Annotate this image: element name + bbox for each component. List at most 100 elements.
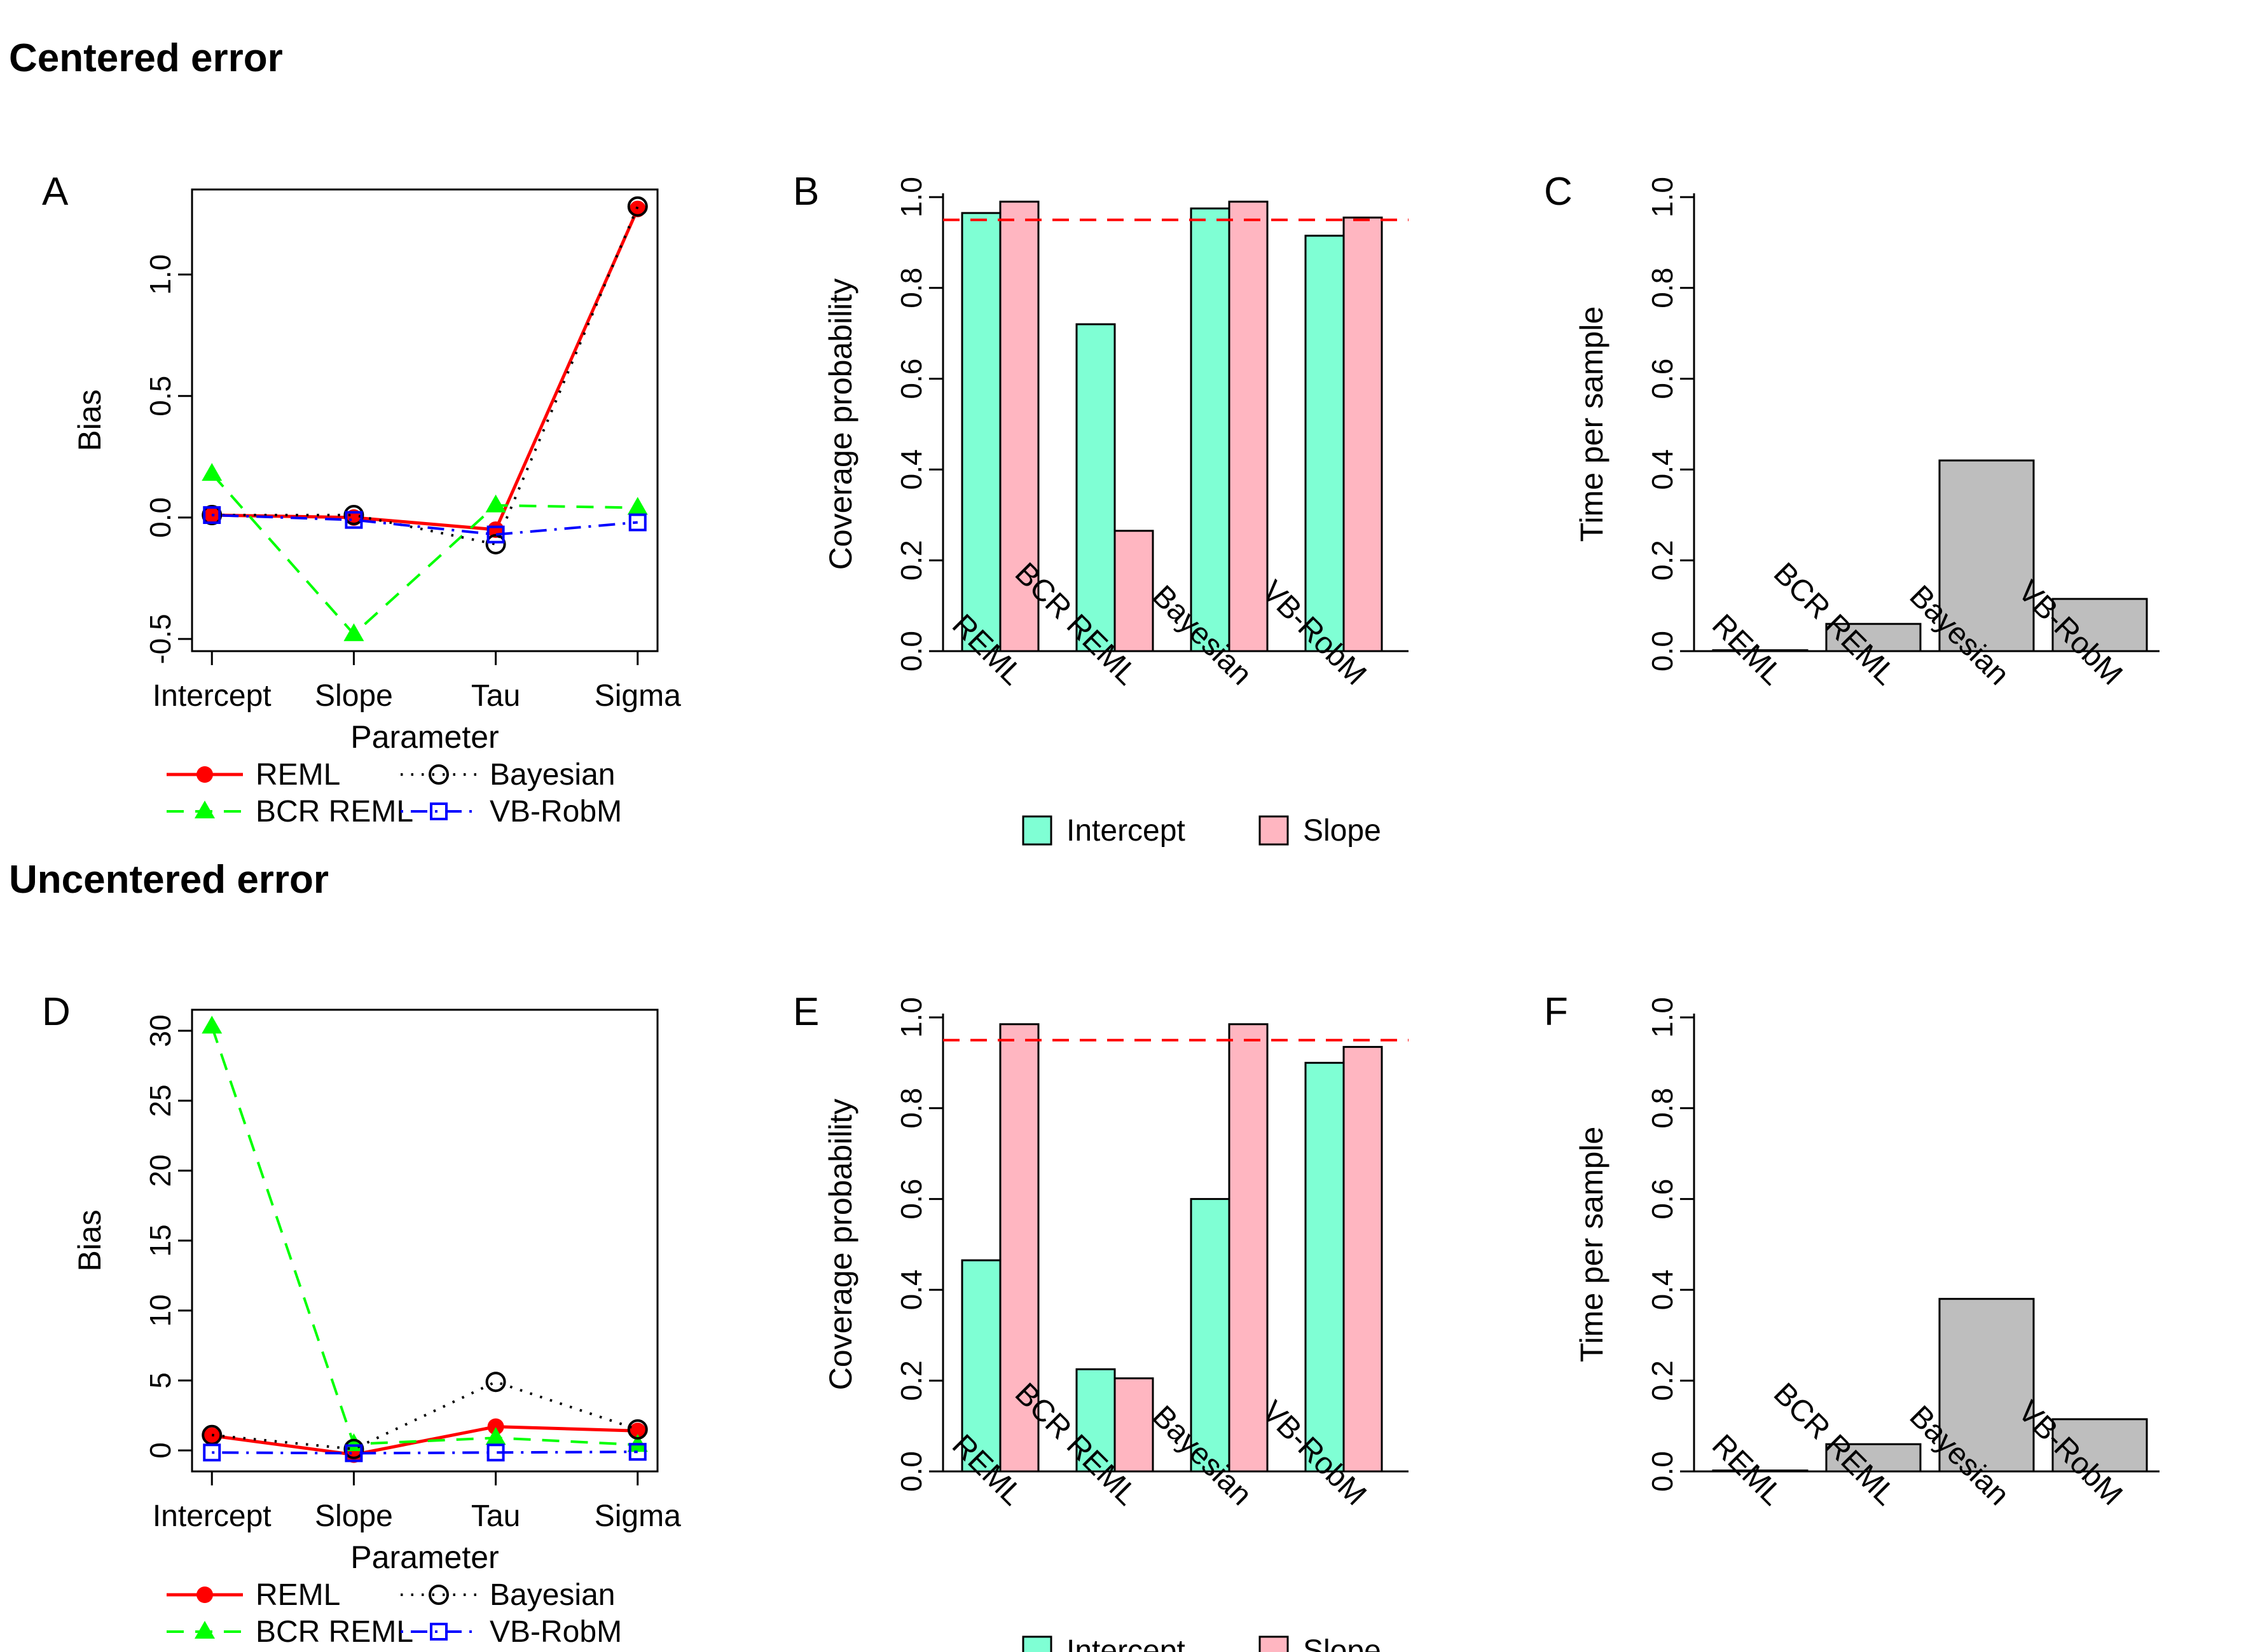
y-axis: 0.0 0.2 0.4 0.6 0.8 1.0 Coverage probability bbox=[823, 177, 944, 671]
panel-letter: C bbox=[1544, 170, 1573, 214]
plot-box bbox=[191, 1008, 659, 1473]
y-tick-label: 0.0 bbox=[1646, 1451, 1679, 1492]
marker-filled-circle bbox=[196, 766, 213, 783]
legend-label: BCR REML bbox=[256, 1615, 413, 1649]
legend-label: Intercept bbox=[1066, 1634, 1185, 1652]
y-tick-label: 0.2 bbox=[1646, 1360, 1679, 1401]
legend-item-BCR REML: BCR REML bbox=[167, 1615, 413, 1649]
series-REML bbox=[203, 1418, 646, 1463]
bar-Bayesian-Slope bbox=[1228, 200, 1269, 652]
bar-Bayesian bbox=[1938, 1298, 2035, 1473]
y-tick-label: 0.4 bbox=[895, 1269, 928, 1310]
marker-open-circle bbox=[429, 1585, 449, 1605]
y-axis-title: Bias bbox=[72, 389, 107, 451]
x-tick-label: Intercept bbox=[153, 1499, 272, 1533]
x-tick-label: Tau bbox=[471, 1499, 520, 1533]
x-tick-label: Sigma bbox=[595, 1499, 681, 1533]
panel-letter: F bbox=[1544, 990, 1568, 1034]
marker-filled-triangle bbox=[202, 463, 223, 481]
legend-label: Intercept bbox=[1066, 814, 1185, 848]
series-BCR REML bbox=[202, 463, 648, 642]
marker-filled-circle bbox=[487, 1418, 504, 1435]
y-axis: 0.0 0.2 0.4 0.6 0.8 1.0 Time per sample bbox=[1574, 177, 1695, 671]
panel-E-coverage-bar-chart: E 0.0 0.2 0.4 0.6 0.8 1.0 Coverage probability R… bbox=[751, 928, 1502, 1652]
bar-VB-RobM bbox=[2051, 598, 2148, 652]
marker-open-square bbox=[628, 513, 647, 532]
plot-box bbox=[191, 188, 659, 652]
bar-BCR REML bbox=[1825, 623, 1922, 652]
x-tick-label: Intercept bbox=[153, 679, 272, 713]
legend-item-REML: REML bbox=[167, 1578, 340, 1612]
x-tick-label: Sigma bbox=[595, 679, 681, 713]
panel-B-coverage-bar-chart: B 0.0 0.2 0.4 0.6 0.8 1.0 Coverage probability R… bbox=[751, 108, 1502, 903]
marker-open-square bbox=[486, 1443, 505, 1462]
x-tick-label: Tau bbox=[471, 679, 520, 713]
y-tick-label: 0.6 bbox=[1646, 359, 1679, 399]
panel-letter: E bbox=[793, 990, 819, 1034]
y-tick-label: 0.0 bbox=[1646, 631, 1679, 671]
marker-open-circle bbox=[627, 1419, 648, 1440]
series-line bbox=[212, 208, 640, 532]
panel-letter: A bbox=[42, 170, 69, 214]
marker-filled-triangle bbox=[202, 1015, 223, 1034]
legend-item-VB-RobM: VB-RobM bbox=[401, 795, 622, 829]
marker-open-circle bbox=[485, 533, 506, 554]
legend-label: Bayesian bbox=[490, 1578, 615, 1612]
y-tick-label: 0.6 bbox=[1646, 1179, 1679, 1220]
series-line bbox=[212, 514, 638, 536]
panel-F-time-bar-chart: F 0.0 0.2 0.4 0.6 0.8 1.0 Time per sample REML BC… bbox=[1502, 928, 2253, 1652]
y-tick-label: 0.4 bbox=[895, 449, 928, 490]
y-axis: 0.0 0.2 0.4 0.6 0.8 1.0 Coverage probability bbox=[823, 997, 944, 1492]
y-tick-label: 0.6 bbox=[895, 1179, 928, 1220]
marker-filled-triangle bbox=[485, 494, 506, 513]
legend-swatch bbox=[1258, 815, 1289, 846]
marker-filled-triangle bbox=[627, 497, 648, 515]
x-tick-label: Slope bbox=[315, 1499, 393, 1533]
y-tick-label: 0.8 bbox=[1646, 268, 1679, 308]
x-axis-title: Parameter bbox=[350, 719, 499, 755]
legend-item-Intercept: Intercept bbox=[1022, 814, 1185, 848]
marker-filled-triangle bbox=[627, 1434, 648, 1452]
legend-label: REML bbox=[256, 1578, 340, 1612]
y-tick-label: 15 bbox=[144, 1224, 177, 1256]
bar-Bayesian-Slope bbox=[1228, 1023, 1269, 1473]
bar-Bayesian-Intercept bbox=[1190, 207, 1230, 652]
legend-label: BCR REML bbox=[256, 795, 413, 829]
y-tick-label: 0.8 bbox=[895, 268, 928, 308]
marker-filled-triangle bbox=[195, 1621, 215, 1639]
panel-E-svg: E 0.0 0.2 0.4 0.6 0.8 1.0 Coverage probability R… bbox=[793, 990, 1409, 1652]
legend: Intercept Slope bbox=[1022, 814, 1381, 848]
marker-open-circle bbox=[429, 764, 449, 785]
panel-C-svg: C 0.0 0.2 0.4 0.6 0.8 1.0 Time per sample REMLBC… bbox=[1544, 170, 2160, 692]
section-title-uncentered-error: Uncentered error bbox=[9, 858, 329, 902]
marker-open-circle bbox=[485, 1372, 506, 1393]
y-tick-label: 0.4 bbox=[1646, 449, 1679, 490]
bar-BCR REML-Intercept bbox=[1075, 1368, 1116, 1473]
legend: Intercept Slope bbox=[1022, 1634, 1381, 1652]
series-BCR REML bbox=[202, 1015, 648, 1452]
legend-item-VB-RobM: VB-RobM bbox=[401, 1615, 622, 1649]
marker-filled-triangle bbox=[195, 801, 215, 818]
marker-open-circle bbox=[627, 196, 648, 217]
marker-filled-circle bbox=[629, 1422, 646, 1440]
legend-item-Bayesian: Bayesian bbox=[401, 758, 615, 792]
y-axis-title: Coverage probability bbox=[823, 279, 858, 570]
bar-BCR REML-Slope bbox=[1113, 1377, 1154, 1473]
bar-VB-RobM-Intercept bbox=[1304, 235, 1345, 652]
y-axis: 0 5 10 15 20 25 30 Bias bbox=[72, 1014, 192, 1459]
y-tick-label: 0.2 bbox=[1646, 540, 1679, 581]
y-tick-label: 30 bbox=[144, 1014, 177, 1047]
series-VB-RobM bbox=[203, 1443, 647, 1463]
y-axis-title: Time per sample bbox=[1574, 306, 1609, 542]
y-tick-label: 1.0 bbox=[895, 177, 928, 217]
y-tick-label: 0 bbox=[144, 1442, 177, 1459]
series-line bbox=[212, 1380, 638, 1450]
marker-open-square bbox=[203, 506, 221, 525]
panel-letter: D bbox=[42, 990, 71, 1034]
y-tick-label: 10 bbox=[144, 1294, 177, 1326]
marker-open-square bbox=[486, 525, 505, 544]
series-line bbox=[211, 1425, 638, 1457]
